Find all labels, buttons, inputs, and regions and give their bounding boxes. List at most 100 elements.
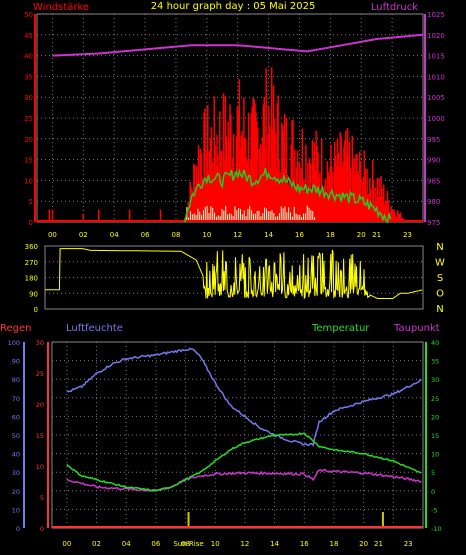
rain-tick-label: 15 — [36, 432, 44, 440]
temp-tick-label: 30 — [431, 376, 439, 384]
series-direction-line — [45, 248, 423, 300]
compass-label: O — [436, 289, 444, 300]
right-tick-label: 1015 — [427, 53, 445, 61]
x-tick-label: 06 — [141, 231, 150, 239]
compass-label: N — [436, 304, 443, 315]
right-tick-label: 1010 — [427, 73, 445, 81]
x-tick-label: 04 — [122, 540, 131, 548]
series-dewpoint-line — [66, 468, 422, 492]
compass-label: N — [436, 242, 443, 253]
temp-tick-label: 35 — [431, 358, 439, 366]
wind-bars — [48, 67, 408, 222]
left-tick-label: 0 — [29, 219, 33, 227]
panel-frame — [51, 341, 424, 529]
x-tick-label: 16 — [300, 540, 309, 548]
x-tick-label: 00 — [62, 540, 71, 548]
x-tick-label: 21 — [374, 540, 383, 548]
temp-tick-label: 20 — [431, 413, 439, 421]
rain-label: Regen — [0, 323, 32, 334]
x-tick-label: 02 — [79, 231, 88, 239]
rain-tick-label: 0 — [40, 525, 44, 533]
x-tick-label: 12 — [240, 540, 249, 548]
humidity-tick-label: 60 — [12, 413, 20, 421]
right-tick-label: 980 — [427, 198, 440, 206]
temp-tick-label: 25 — [431, 395, 439, 403]
left-tick-label: 25 — [24, 115, 33, 123]
compass-label: W — [435, 258, 445, 269]
temp-tick-label: 15 — [431, 432, 439, 440]
right-tick-label: 990 — [427, 157, 440, 165]
x-tick-label: 14 — [264, 231, 273, 239]
left-tick-label: 30 — [24, 94, 33, 102]
series-gust-line — [183, 168, 392, 224]
temp-tick-label: 40 — [431, 339, 439, 347]
x-tick-label: 12 — [233, 231, 242, 239]
x-tick-label: 14 — [270, 540, 279, 548]
humidity-label: Luftfeuchte — [66, 323, 123, 334]
x-tick-label: 10 — [211, 540, 220, 548]
left-axis-label: Windstärke — [33, 2, 89, 13]
x-tick-label: 06 — [151, 540, 160, 548]
dewpoint-label: Taupunkt — [393, 323, 440, 334]
right-axis-label: Luftdruck — [371, 2, 418, 13]
left-tick-label: 20 — [24, 136, 33, 144]
rain-tick-label: 10 — [36, 463, 44, 471]
left-tick-label: 45 — [24, 32, 33, 40]
x-tick-label: 08 — [171, 231, 180, 239]
left-tick-label: 50 — [24, 11, 33, 19]
x-tick-label: 23 — [404, 540, 413, 548]
right-tick-label: 1005 — [427, 94, 445, 102]
rain-tick-label: 20 — [36, 401, 44, 409]
temp-tick-label: 10 — [431, 451, 439, 459]
left-tick-label: 40 — [24, 53, 33, 61]
humidity-tick-label: 100 — [8, 339, 20, 347]
temp-tick-label: -5 — [431, 506, 437, 514]
rain-tick-label: 5 — [40, 494, 44, 502]
left-tick-label: 10 — [24, 177, 33, 185]
series-temperature-line — [66, 432, 422, 492]
x-tick-label: 20 — [359, 540, 368, 548]
panel-frame — [44, 245, 424, 310]
x-tick-label: 16 — [295, 231, 304, 239]
x-tick-label: 20 — [357, 231, 366, 239]
x-tick-label: 23 — [403, 231, 412, 239]
humidity-tick-label: 20 — [12, 488, 20, 496]
direction-tick-label: 90 — [29, 290, 38, 298]
compass-label: S — [437, 273, 443, 284]
right-tick-label: 1025 — [427, 11, 445, 19]
x-tick-label: 10 — [202, 231, 211, 239]
right-tick-label: 975 — [427, 219, 440, 227]
x-tick-label: 04 — [110, 231, 119, 239]
direction-tick-label: 360 — [25, 243, 38, 251]
right-tick-label: 1020 — [427, 32, 445, 40]
x-tick-label: 00 — [48, 231, 57, 239]
chart-title: 24 hour graph day : 05 Mai 2025 — [151, 1, 316, 12]
left-tick-label: 35 — [24, 73, 33, 81]
temp-tick-label: -10 — [431, 525, 442, 533]
right-tick-label: 985 — [427, 177, 440, 185]
direction-tick-label: 0 — [34, 306, 38, 314]
humidity-tick-label: 80 — [12, 376, 20, 384]
x-tick-label: 18 — [326, 231, 335, 239]
temperature-label: Temperatur — [311, 323, 370, 334]
x-tick-label: 18 — [329, 540, 338, 548]
rain-tick-label: 30 — [36, 339, 44, 347]
humidity-tick-label: 40 — [12, 451, 20, 459]
right-tick-label: 995 — [427, 136, 440, 144]
rain-tick-label: 25 — [36, 370, 44, 378]
right-tick-label: 1000 — [427, 115, 445, 123]
sun-rise-label: Sun Rise — [173, 540, 203, 548]
humidity-tick-label: 50 — [12, 432, 20, 440]
x-tick-label: 08 — [181, 540, 190, 548]
left-tick-label: 5 — [29, 198, 33, 206]
humidity-tick-label: 10 — [12, 506, 20, 514]
direction-tick-label: 270 — [25, 259, 38, 267]
series-pressure-line — [52, 33, 424, 57]
temp-tick-label: 0 — [431, 488, 435, 496]
direction-tick-label: 180 — [25, 275, 38, 283]
humidity-tick-label: 30 — [12, 469, 20, 477]
temp-tick-label: 5 — [431, 469, 435, 477]
series-humidity-line — [66, 347, 422, 447]
